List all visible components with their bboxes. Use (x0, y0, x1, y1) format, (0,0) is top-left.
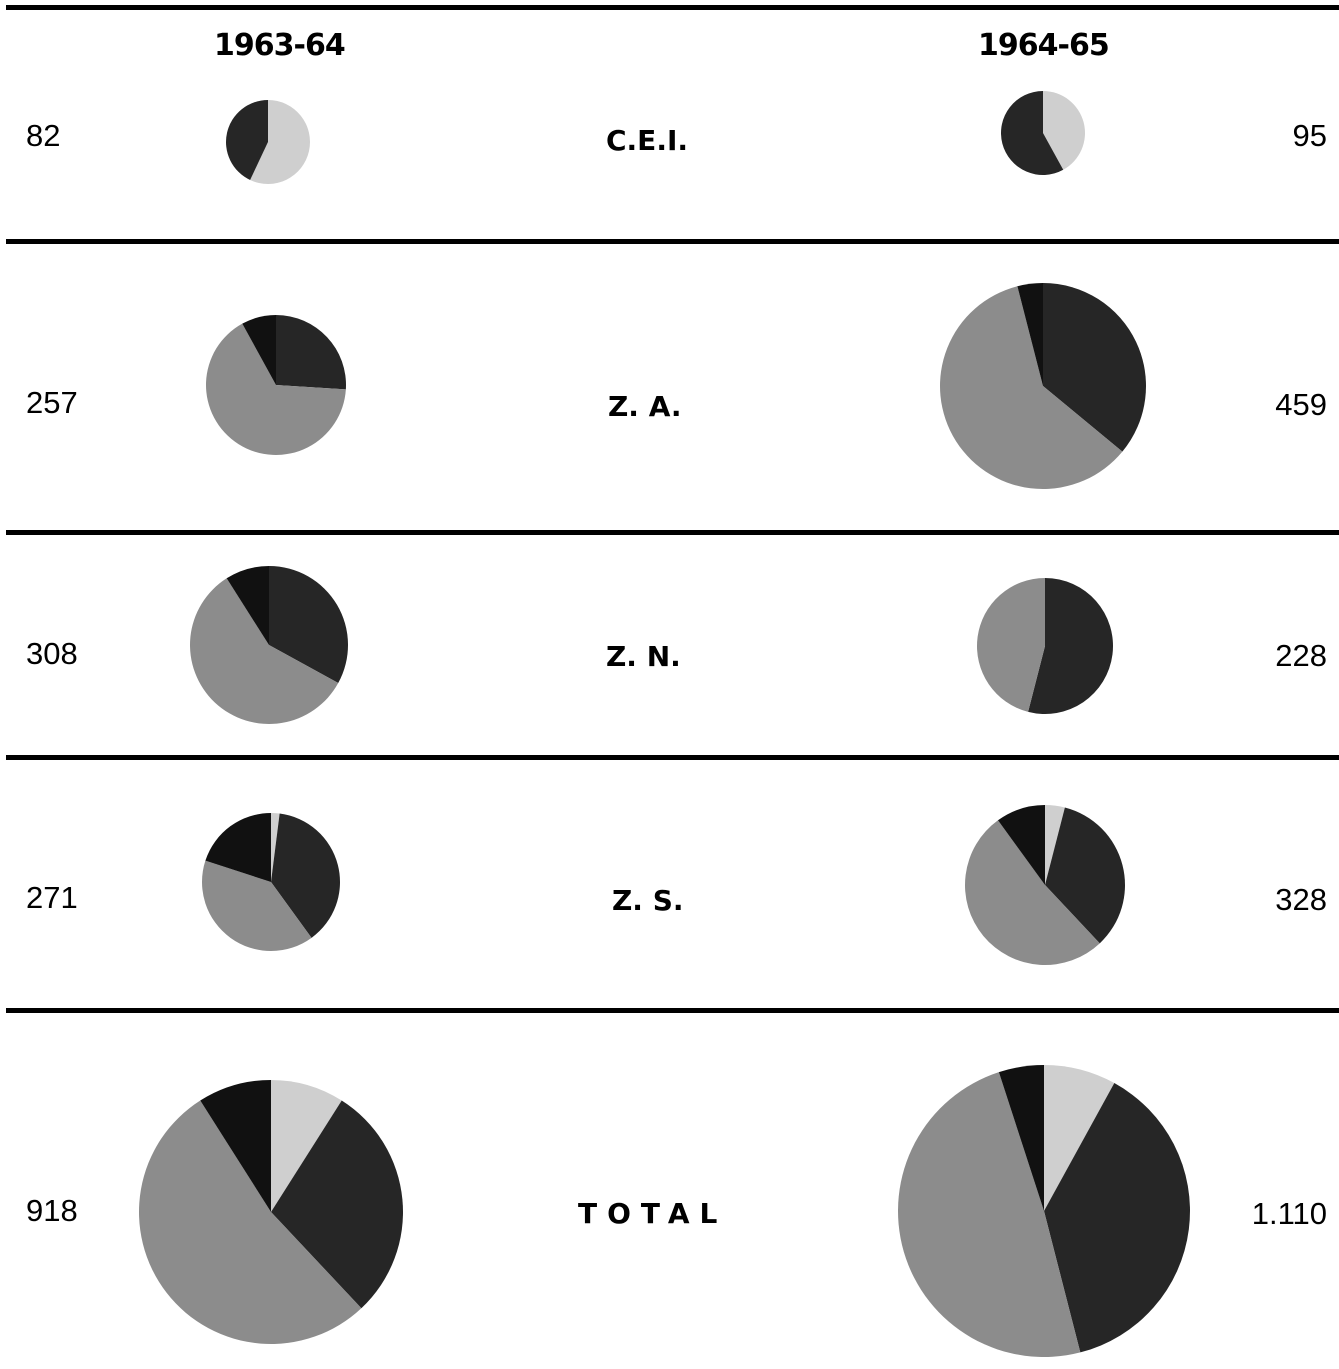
pie-slice (269, 566, 348, 684)
pie-slice (1045, 807, 1125, 944)
row-divider (6, 239, 1339, 244)
pie-slice (271, 813, 280, 882)
region-label-zn: Z. N. (606, 640, 681, 673)
top-rule (6, 5, 1339, 10)
pie-slice (1044, 1083, 1190, 1353)
pie-slice (940, 286, 1123, 489)
pie-slice (964, 820, 1100, 966)
region-label-za: Z. A. (608, 390, 682, 423)
pie-chart-1963-64-zn (190, 566, 348, 724)
value-1963-64-za: 257 (26, 385, 78, 420)
pie-slice (226, 566, 269, 645)
year-header-1963-64: 1963-64 (214, 28, 346, 63)
region-label-total: TOTAL (578, 1197, 728, 1230)
pie-chart-1963-64-za (206, 315, 346, 455)
value-1964-65-zs: 328 (1275, 882, 1327, 917)
pie-slice (998, 1065, 1044, 1211)
value-1964-65-za: 459 (1275, 387, 1327, 422)
pie-slice (1043, 283, 1146, 452)
pie-slice (997, 805, 1045, 885)
row-divider (6, 1008, 1339, 1013)
pie-slice (250, 100, 310, 184)
pie-slice (206, 323, 346, 455)
pie-chart-1963-64-total (139, 1080, 404, 1344)
value-1964-65-cei: 95 (1292, 118, 1327, 153)
pie-slice (276, 315, 346, 390)
pie-slice (271, 813, 340, 938)
pie-chart-1963-64-zs (202, 813, 340, 951)
pie-chart-1964-65-total (897, 1065, 1190, 1357)
pie-slice (271, 1080, 342, 1212)
region-label-zs: Z. S. (612, 884, 684, 917)
pie-slice (1028, 578, 1113, 714)
row-divider (6, 530, 1339, 535)
value-1963-64-cei: 82 (26, 118, 61, 153)
pie-chart-1964-65-cei (1001, 91, 1085, 175)
pie-slice (202, 860, 312, 951)
row-divider (6, 755, 1339, 760)
pie-slice (271, 1100, 404, 1309)
value-1964-65-zn: 228 (1275, 638, 1327, 673)
pie-chart-1964-65-zn (977, 578, 1113, 714)
year-header-1964-65: 1964-65 (978, 28, 1110, 63)
region-label-cei: C.E.I. (606, 124, 689, 157)
pie-slice (897, 1072, 1081, 1357)
pie-chart-1964-65-za (940, 283, 1146, 489)
pie-slice (1043, 91, 1085, 170)
pie-slice (1017, 283, 1043, 386)
pie-slice (226, 100, 268, 181)
pie-chart-1963-64-cei (226, 100, 310, 184)
pie-slice (205, 813, 271, 882)
pie-slice (242, 315, 276, 385)
value-1963-64-total: 918 (26, 1193, 78, 1228)
pie-slice (139, 1100, 362, 1344)
value-1963-64-zs: 271 (26, 880, 78, 915)
pie-slice (1044, 1065, 1115, 1211)
pie-chart-1964-65-zs (964, 805, 1125, 966)
value-1963-64-zn: 308 (26, 636, 78, 671)
pie-slice (190, 578, 339, 724)
value-1964-65-total: 1.110 (1251, 1196, 1327, 1231)
pie-slice (1045, 805, 1065, 885)
pie-slice (977, 578, 1045, 712)
pie-slice (1001, 91, 1064, 175)
pie-slice (200, 1080, 271, 1212)
